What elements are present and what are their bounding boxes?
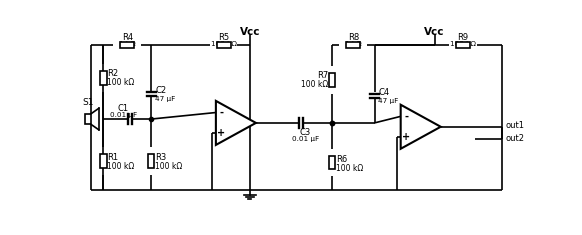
Polygon shape — [400, 105, 441, 149]
Text: R1: R1 — [107, 153, 119, 162]
Text: Vᴄᴄ: Vᴄᴄ — [424, 27, 445, 37]
Text: 100 kΩ: 100 kΩ — [336, 164, 363, 173]
Text: -: - — [404, 112, 408, 122]
Text: R7: R7 — [317, 71, 328, 80]
Text: +: + — [402, 132, 410, 142]
Text: 100 kΩ: 100 kΩ — [301, 80, 328, 89]
Bar — [148, 154, 154, 168]
Text: 100 kΩ: 100 kΩ — [211, 41, 237, 47]
Text: 100 kΩ: 100 kΩ — [107, 78, 134, 87]
Bar — [217, 42, 230, 48]
Text: R9: R9 — [457, 33, 469, 42]
Text: 47 μF: 47 μF — [155, 96, 175, 102]
Bar — [329, 73, 335, 87]
Text: 100 kΩ: 100 kΩ — [450, 41, 476, 47]
Bar — [346, 42, 360, 48]
Polygon shape — [216, 101, 256, 145]
Bar — [456, 42, 470, 48]
Text: C1: C1 — [118, 104, 129, 113]
Text: out2: out2 — [505, 134, 524, 143]
Text: 47 μF: 47 μF — [378, 98, 399, 104]
Bar — [85, 114, 91, 125]
Bar — [100, 154, 107, 168]
Text: C3: C3 — [300, 128, 311, 137]
Text: R3: R3 — [155, 153, 166, 162]
Text: 1 kΩ: 1 kΩ — [119, 41, 136, 47]
Bar — [100, 71, 107, 85]
Text: R2: R2 — [107, 69, 119, 78]
Text: R8: R8 — [347, 33, 359, 42]
Text: C4: C4 — [378, 88, 389, 97]
Text: S1: S1 — [82, 98, 93, 107]
Text: C2: C2 — [155, 86, 166, 95]
Text: +: + — [217, 128, 225, 138]
Text: out1: out1 — [505, 121, 524, 130]
Text: 0.01 μF: 0.01 μF — [292, 136, 319, 142]
Text: R4: R4 — [122, 33, 133, 42]
Text: Vᴄᴄ: Vᴄᴄ — [240, 27, 260, 37]
Text: R6: R6 — [336, 155, 347, 164]
Bar — [329, 156, 335, 169]
Text: 100 kΩ: 100 kΩ — [155, 162, 182, 171]
Text: -: - — [219, 108, 223, 118]
Text: 1 kΩ: 1 kΩ — [345, 41, 361, 47]
Text: R5: R5 — [218, 33, 229, 42]
Text: 100 kΩ: 100 kΩ — [107, 162, 134, 171]
Bar — [120, 42, 134, 48]
Text: 0.01 μF: 0.01 μF — [110, 112, 137, 118]
